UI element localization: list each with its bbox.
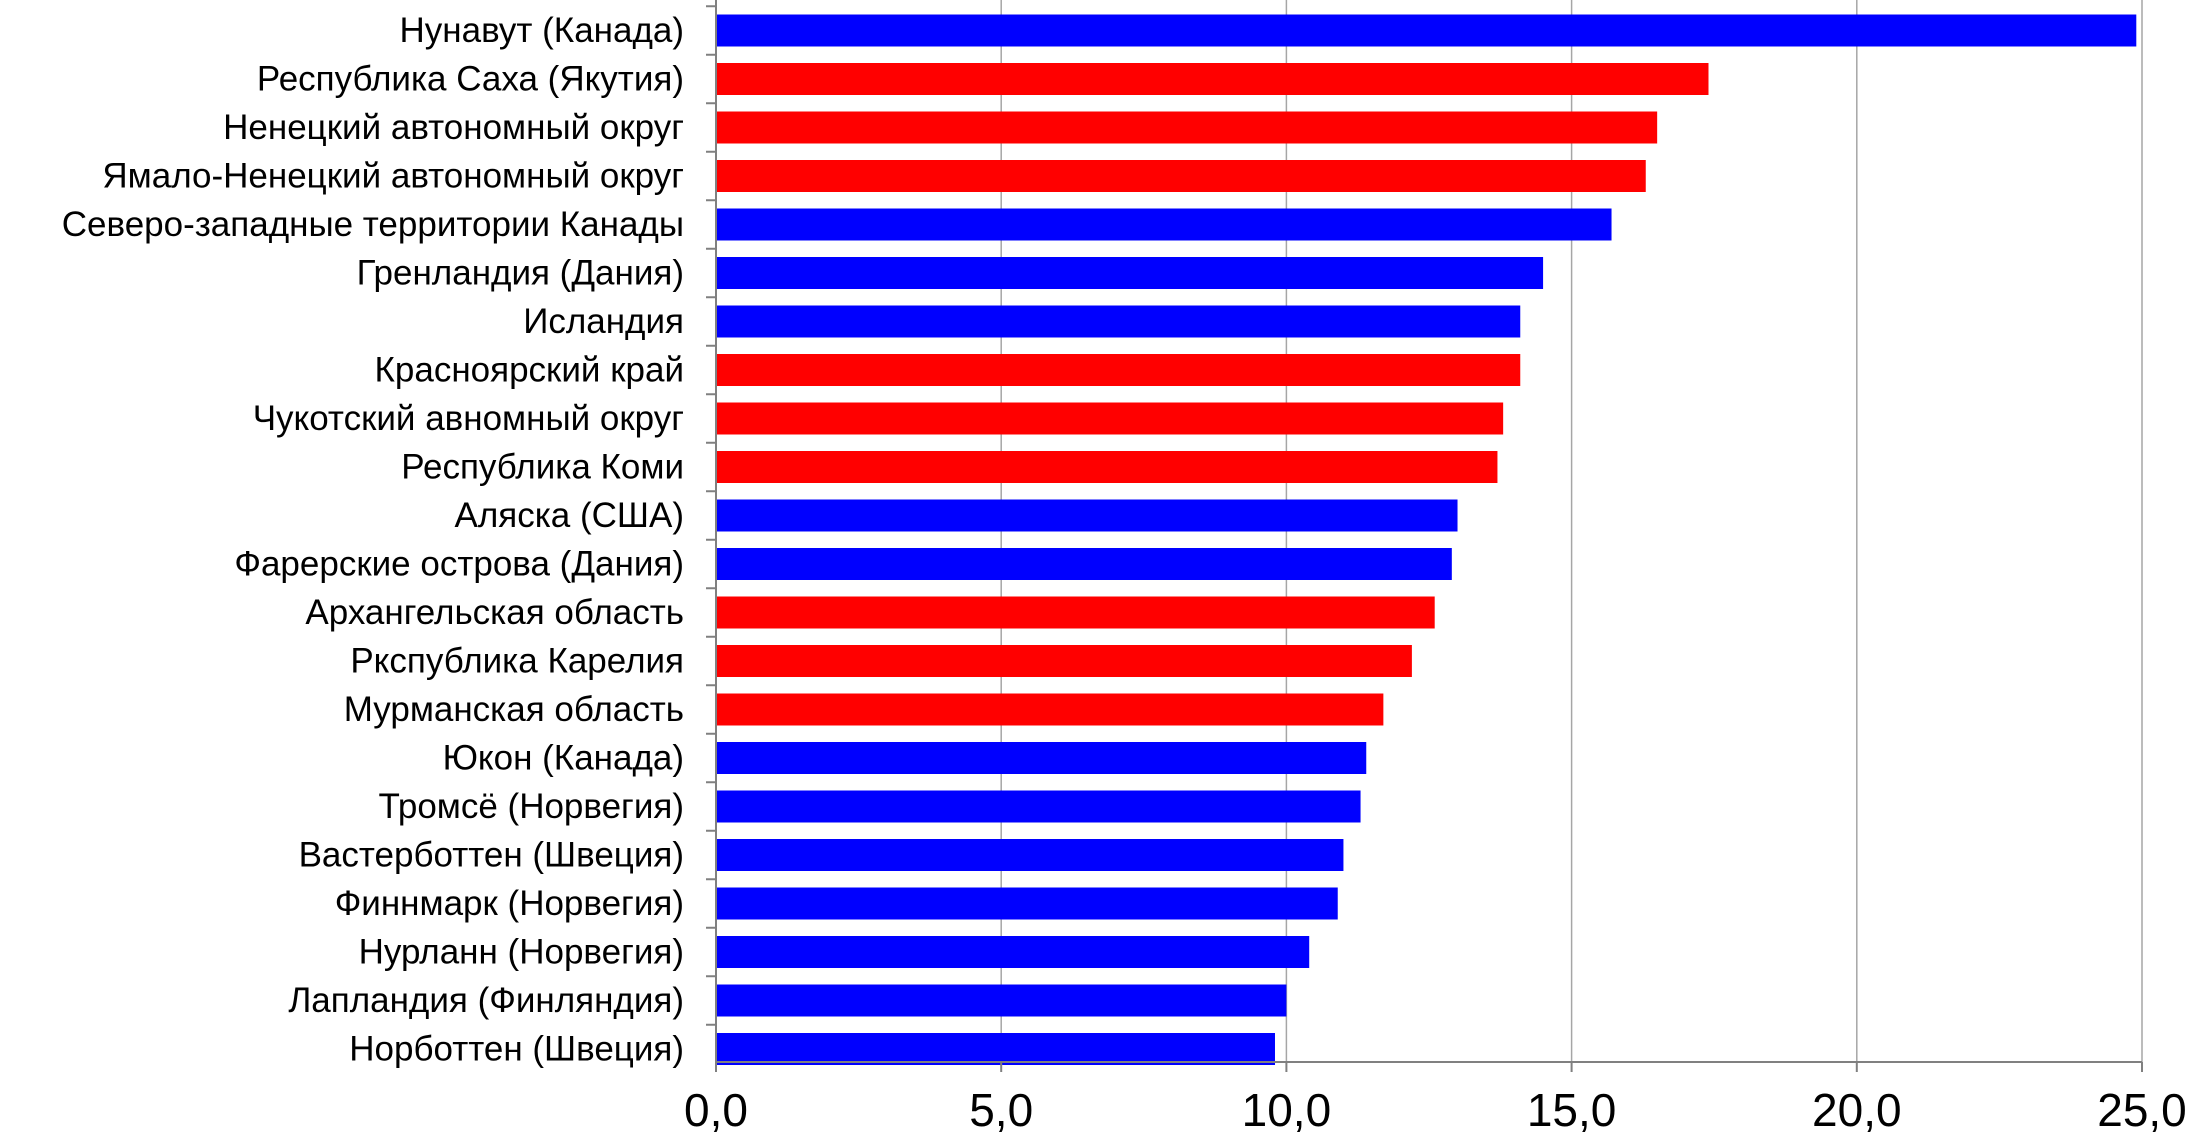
category-label: Чукотский авномный округ: [253, 399, 684, 438]
bar: [716, 984, 1287, 1017]
category-label: Ненецкий автономный округ: [223, 108, 684, 147]
bar: [716, 305, 1521, 338]
category-labels: Нунавут (Канада) Республика Саха (Якутия)…: [62, 11, 684, 1069]
category-label: Северо-западные территории Канады: [62, 205, 684, 244]
category-label: Вастерботтен (Швеция): [299, 836, 684, 875]
x-tick-labels: 0,0 5,0 10,0 15,0 20,0 25,0: [684, 1084, 2187, 1135]
bar: [716, 14, 2137, 47]
category-label: Гренландия (Дания): [357, 254, 684, 293]
bar: [716, 693, 1384, 726]
bar: [716, 354, 1521, 386]
bar: [716, 451, 1498, 483]
bar: [716, 63, 1709, 95]
category-label: Фарерские острова (Дания): [234, 545, 684, 584]
x-tick-label: 5,0: [969, 1084, 1033, 1135]
bar: [716, 499, 1458, 532]
x-tick-label: 0,0: [684, 1084, 748, 1135]
bar: [716, 257, 1544, 289]
bar: [716, 596, 1435, 629]
category-label: Архангельская область: [305, 593, 684, 632]
bar: [716, 1033, 1275, 1065]
category-label: Финнмарк (Норвегия): [335, 884, 684, 923]
bars: [716, 14, 2137, 1065]
category-label: Ркспублика Карелия: [350, 642, 684, 681]
bar: [716, 839, 1344, 871]
bar: [716, 645, 1412, 677]
category-label: Тромсё (Норвегия): [378, 787, 684, 826]
category-label: Юкон (Канада): [443, 739, 684, 778]
bar: [716, 936, 1310, 968]
bar: [716, 208, 1612, 241]
x-tick-label: 10,0: [1242, 1084, 1332, 1135]
bar: [716, 742, 1367, 774]
bar: [716, 111, 1658, 144]
axes: [706, 0, 2143, 1072]
category-label: Нунавут (Канада): [400, 11, 685, 50]
category-label: Красноярский край: [375, 351, 684, 390]
bar: [716, 790, 1361, 823]
category-label: Норботтен (Швеция): [349, 1030, 684, 1069]
bar: [716, 548, 1452, 580]
x-tick-label: 15,0: [1527, 1084, 1617, 1135]
category-label: Ямало-Ненецкий автономный округ: [102, 157, 684, 196]
x-tick-label: 20,0: [1812, 1084, 1902, 1135]
x-tick-label: 25,0: [2097, 1084, 2187, 1135]
category-label: Исландия: [523, 302, 684, 341]
category-label: Нурланн (Норвегия): [359, 933, 684, 972]
category-label: Мурманская область: [344, 690, 684, 729]
category-label: Аляска (США): [455, 496, 685, 535]
bar: [716, 887, 1338, 920]
category-label: Лапландия (Финляндия): [288, 981, 684, 1020]
category-label: Республика Саха (Якутия): [257, 60, 684, 99]
bar: [716, 160, 1646, 192]
bar: [716, 402, 1504, 435]
category-label: Республика Коми: [401, 448, 684, 487]
